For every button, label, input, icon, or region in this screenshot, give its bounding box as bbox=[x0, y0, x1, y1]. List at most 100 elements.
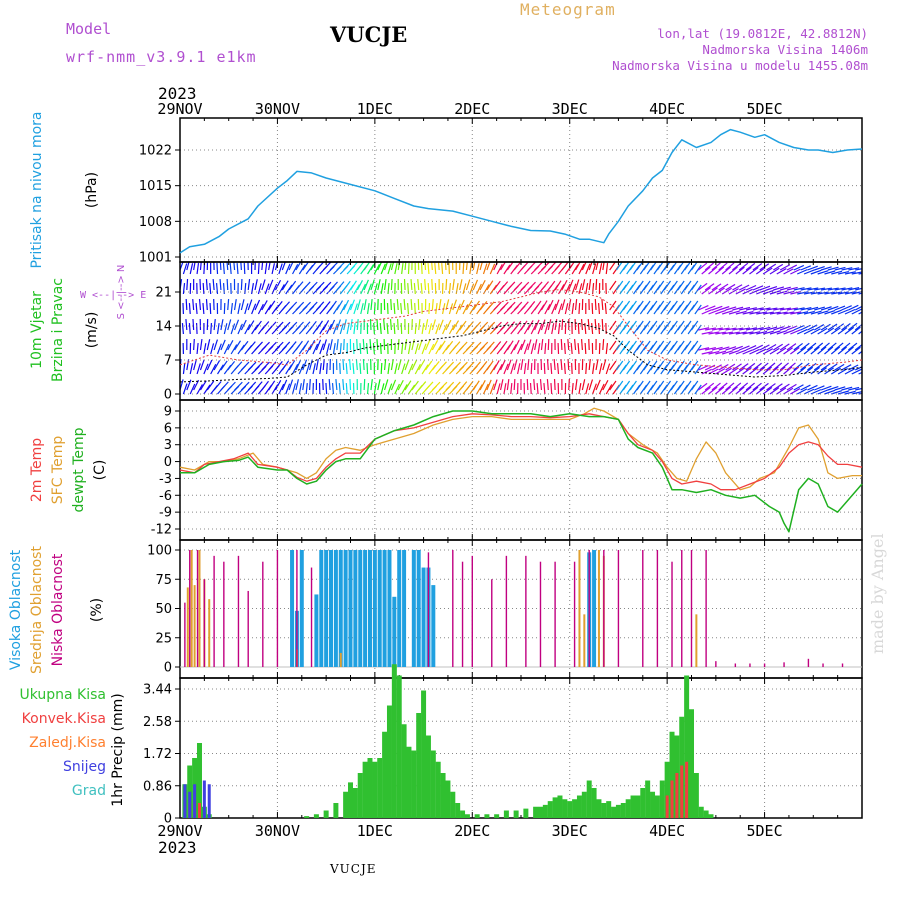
wind-arrow bbox=[353, 323, 356, 335]
wind-arrow bbox=[677, 320, 685, 331]
low-cloud-bar bbox=[461, 561, 464, 667]
wind-arrow bbox=[198, 298, 202, 311]
wind-arrow bbox=[553, 358, 556, 371]
wind-arrow bbox=[813, 342, 824, 351]
wind-arrow bbox=[421, 364, 429, 375]
wind-arrow bbox=[489, 383, 495, 395]
wind-arrow bbox=[275, 341, 284, 351]
wind-arrow bbox=[322, 339, 327, 351]
wind-arrow bbox=[749, 386, 759, 395]
wind-arrow bbox=[663, 360, 672, 371]
wind-arrow bbox=[841, 342, 851, 351]
wind-arrow bbox=[602, 359, 607, 371]
wind-arrow bbox=[742, 266, 752, 275]
total-precip-bar bbox=[669, 731, 675, 818]
wind-arrow bbox=[476, 263, 480, 275]
model-elevation-info: Nadmorska Visina u modelu 1455.08m bbox=[612, 58, 868, 73]
wind-arrow bbox=[434, 262, 437, 275]
wind-arrow bbox=[745, 362, 756, 371]
wind-arrow bbox=[844, 390, 856, 395]
wind-arrow bbox=[756, 330, 768, 335]
low-cloud-bar bbox=[681, 550, 683, 667]
wind-arrow bbox=[698, 364, 709, 371]
wind-arrow bbox=[691, 380, 699, 391]
wind-arrow bbox=[701, 331, 713, 335]
wind-arrow bbox=[459, 299, 465, 311]
wind-arrow bbox=[472, 361, 482, 371]
wind-arrow bbox=[469, 304, 477, 315]
wind-arrow bbox=[331, 382, 335, 395]
wind-arrow bbox=[182, 282, 186, 295]
wind-arrow bbox=[615, 340, 624, 351]
wind-arrow bbox=[643, 280, 651, 291]
wind-arrow bbox=[766, 343, 777, 351]
wind-arrow bbox=[523, 324, 531, 335]
total-precip-bar bbox=[372, 761, 378, 818]
wind-arrow bbox=[261, 300, 268, 311]
wind-arrow bbox=[533, 378, 536, 391]
wind-arrow bbox=[841, 287, 853, 291]
wind-arrow bbox=[479, 279, 486, 291]
wind-arrow bbox=[698, 304, 709, 311]
wind-arrow bbox=[271, 263, 276, 275]
wind-arrow bbox=[858, 292, 862, 295]
wind-arrow bbox=[738, 284, 750, 291]
wind-arrow bbox=[466, 361, 475, 371]
wind-arrow bbox=[401, 384, 408, 395]
wind-arrow bbox=[309, 359, 313, 371]
wind-arrow bbox=[574, 279, 580, 291]
low-cloud-bar bbox=[734, 663, 737, 667]
wind-arrow bbox=[469, 283, 475, 295]
wind-arrow bbox=[397, 338, 400, 351]
wind-arrow bbox=[574, 298, 578, 311]
wind-arrow bbox=[851, 271, 862, 275]
wind-arrow bbox=[281, 379, 288, 391]
wind-arrow bbox=[380, 283, 384, 295]
wind-arrow bbox=[827, 287, 839, 291]
wind-arrow bbox=[343, 280, 351, 291]
wind-arrow bbox=[448, 324, 456, 335]
wind-arrow bbox=[216, 343, 222, 355]
wind-arrow bbox=[796, 269, 808, 275]
wind-arrow bbox=[482, 263, 488, 275]
xtick-label-bottom: 5DEC bbox=[747, 822, 783, 840]
wind-arrow bbox=[444, 262, 447, 271]
wind-arrow bbox=[793, 287, 805, 291]
wind-arrow bbox=[336, 339, 339, 351]
wind-arrow bbox=[773, 286, 785, 291]
wind-arrow bbox=[353, 303, 358, 315]
xtick-label-bottom: 3DEC bbox=[552, 822, 588, 840]
wind-arrow bbox=[844, 291, 856, 295]
wind-arrow bbox=[824, 270, 836, 275]
total-precip-bar bbox=[645, 780, 651, 818]
wind-arrow bbox=[704, 262, 714, 271]
mid-cloud-bar bbox=[583, 614, 586, 667]
wind-arrow bbox=[462, 262, 465, 275]
wind-arrow bbox=[820, 306, 832, 311]
wind-arrow bbox=[493, 321, 502, 331]
total-precip-bar bbox=[382, 731, 388, 818]
total-precip-bar bbox=[659, 780, 665, 818]
wind-arrow bbox=[691, 340, 699, 351]
wind-arrow bbox=[486, 379, 492, 391]
wind-arrow bbox=[479, 262, 483, 271]
wind-arrow bbox=[247, 381, 257, 391]
wind-arrow bbox=[420, 262, 423, 275]
xtick-label-bottom: 2DEC bbox=[454, 822, 490, 840]
wind-arrow bbox=[810, 346, 820, 355]
wind-arrow bbox=[568, 378, 570, 391]
wind-arrow bbox=[527, 281, 536, 291]
wind-arrow bbox=[380, 383, 385, 395]
wind-arrow bbox=[763, 311, 775, 315]
wind-arrow bbox=[363, 378, 366, 391]
wind-arrow bbox=[336, 319, 341, 331]
wind-arrow bbox=[711, 305, 723, 311]
wind-arrow bbox=[728, 349, 740, 355]
wind-arrow bbox=[345, 382, 348, 395]
total-precip-bar bbox=[606, 801, 612, 818]
wind-arrow bbox=[349, 319, 353, 331]
wind-arrow bbox=[302, 379, 305, 391]
wind-arrow bbox=[769, 387, 780, 395]
wind-arrow bbox=[322, 320, 330, 331]
wind-arrow bbox=[336, 262, 346, 271]
